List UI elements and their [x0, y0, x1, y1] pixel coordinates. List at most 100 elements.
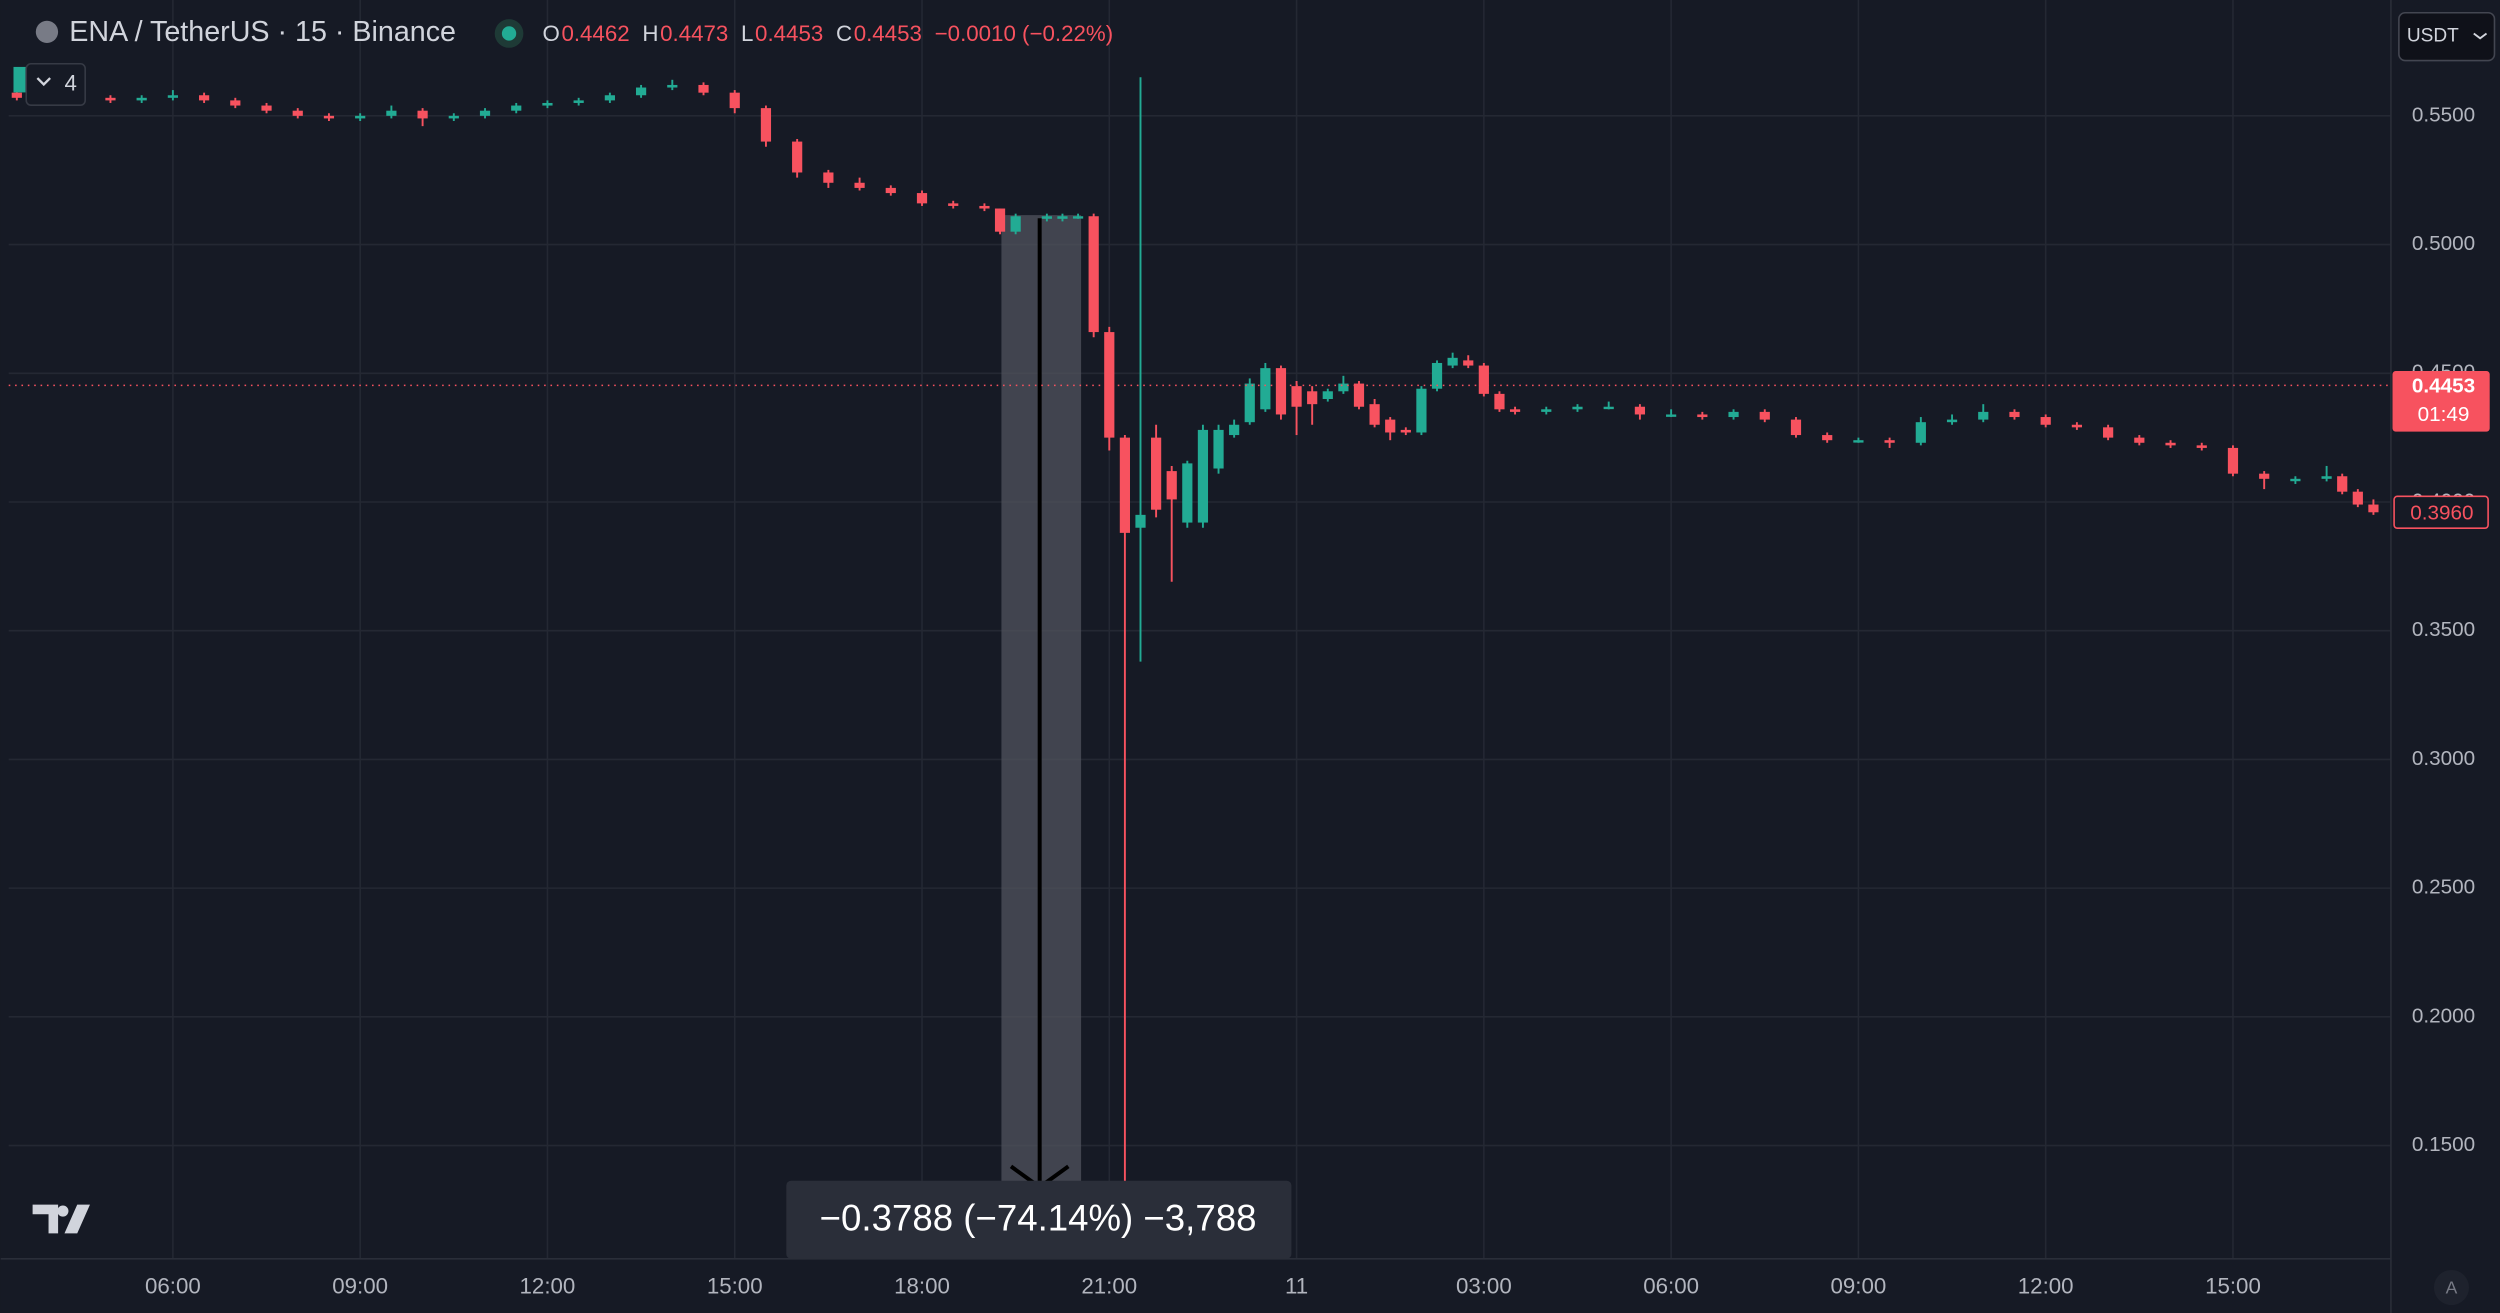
candle-body — [604, 95, 615, 101]
candle-body — [1041, 216, 1052, 219]
ohlc-value: 0.4453 — [854, 21, 922, 46]
ohlc-key: O — [543, 21, 560, 46]
x-tick-label: 03:00 — [1456, 1273, 1512, 1298]
currency-button[interactable] — [2398, 11, 2496, 62]
x-tick-label: 12:00 — [520, 1273, 576, 1298]
candle-body — [1853, 440, 1864, 443]
chevron — [2473, 32, 2488, 40]
candle-body — [1494, 393, 1505, 410]
candle-body — [1822, 435, 1833, 441]
ohlc-legend: O 0.4462 H 0.4473 L 0.4453 C 0.4453 — [543, 21, 922, 46]
ohlc-value: 0.4462 — [561, 21, 629, 46]
candle-body — [1416, 388, 1427, 433]
candle-body — [1884, 440, 1895, 443]
candle-body — [1946, 419, 1958, 423]
candle-body — [1010, 216, 1021, 232]
marker-price-label: 0.3960 — [2410, 501, 2473, 524]
candles — [11, 77, 2379, 1195]
candle-body — [760, 108, 772, 142]
symbol-icon — [35, 20, 59, 44]
candle-body — [11, 92, 22, 98]
y-tick-label: 0.3500 — [2412, 618, 2475, 641]
candle-body — [1197, 429, 1209, 523]
candle-body — [1307, 391, 1318, 405]
marker-price-box — [2393, 495, 2489, 530]
x-tick-label: 12:00 — [2018, 1273, 2074, 1298]
chevron — [36, 77, 51, 87]
candle-body — [417, 110, 428, 119]
candle-body — [1369, 404, 1380, 425]
candle-body — [2134, 437, 2145, 443]
auto-scale: A — [2446, 1278, 2458, 1298]
candle-body — [1385, 419, 1396, 433]
candle-body — [1338, 383, 1349, 392]
candle-body — [573, 100, 584, 103]
change: −0.0010 (−0.22%) — [935, 21, 1114, 46]
candle-body — [635, 87, 647, 96]
candle-body — [1322, 391, 1333, 400]
candle-body — [167, 95, 178, 98]
indicator-swatch — [13, 66, 27, 93]
measure-box — [786, 1180, 1292, 1259]
candle-body — [1603, 406, 1614, 410]
candle-body — [948, 203, 959, 206]
candle-body — [994, 208, 1006, 232]
y-tick-label: 0.2000 — [2412, 1004, 2475, 1027]
x-tick-label: 15:00 — [2205, 1273, 2261, 1298]
candle-body — [823, 172, 834, 183]
ohlc-key: L — [741, 21, 753, 46]
candle-body — [1244, 383, 1255, 423]
candle-body — [1666, 414, 1677, 417]
candle-body — [2352, 491, 2363, 505]
auto-scale-button[interactable] — [2433, 1269, 2469, 1306]
candle-body — [1697, 414, 1708, 418]
y-tick-label: 0.5500 — [2412, 103, 2475, 126]
candle-body — [854, 182, 865, 188]
candle-body — [1353, 383, 1365, 407]
indicators-toggle[interactable] — [25, 62, 86, 106]
candle-body — [1447, 357, 1458, 366]
candle-body — [729, 92, 740, 109]
candle-body — [1119, 437, 1130, 533]
candle-body — [2259, 473, 2270, 479]
x-tick-label: 06:00 — [1643, 1273, 1699, 1298]
candle-body — [1229, 424, 1240, 436]
candle-body — [1104, 332, 1115, 438]
candle-body — [1915, 422, 1926, 443]
candle-body — [2337, 476, 2348, 492]
candle-body — [261, 105, 272, 111]
candle-body — [1478, 365, 1489, 394]
x-tick-label: 18:00 — [894, 1273, 950, 1298]
logo — [57, 1205, 69, 1217]
candle-body — [2321, 476, 2332, 479]
candle-body — [1072, 216, 1084, 219]
candle-body — [136, 97, 147, 101]
candle-body — [698, 84, 709, 93]
candle-body — [1541, 409, 1552, 412]
candle-body — [1463, 360, 1474, 366]
candle-body — [2227, 447, 2239, 474]
measure-label: −0.3788 (−74.14%) −3,788 — [820, 1197, 1257, 1238]
candle-body — [2165, 442, 2176, 446]
candle-body — [448, 115, 459, 119]
candle-body — [1728, 411, 1739, 418]
candle-body — [885, 187, 896, 194]
candle-body — [1182, 463, 1193, 523]
candle-body — [1572, 406, 1583, 410]
candle-body — [2071, 424, 2083, 428]
candle-body — [1213, 429, 1224, 469]
y-tick-label: 0.5000 — [2412, 232, 2475, 255]
last-price-box — [2392, 371, 2490, 432]
candle-body — [1978, 411, 1989, 420]
x-tick-label: 21:00 — [1081, 1273, 1137, 1298]
y-tick-label: 0.3000 — [2412, 747, 2475, 770]
x-tick-label: 09:00 — [1831, 1273, 1887, 1298]
candle-body — [1166, 471, 1177, 500]
candle-body — [1135, 514, 1146, 528]
candle-body — [511, 105, 522, 111]
candle-body — [1260, 368, 1271, 410]
candle-body — [479, 110, 491, 116]
candle-body — [1275, 368, 1287, 415]
